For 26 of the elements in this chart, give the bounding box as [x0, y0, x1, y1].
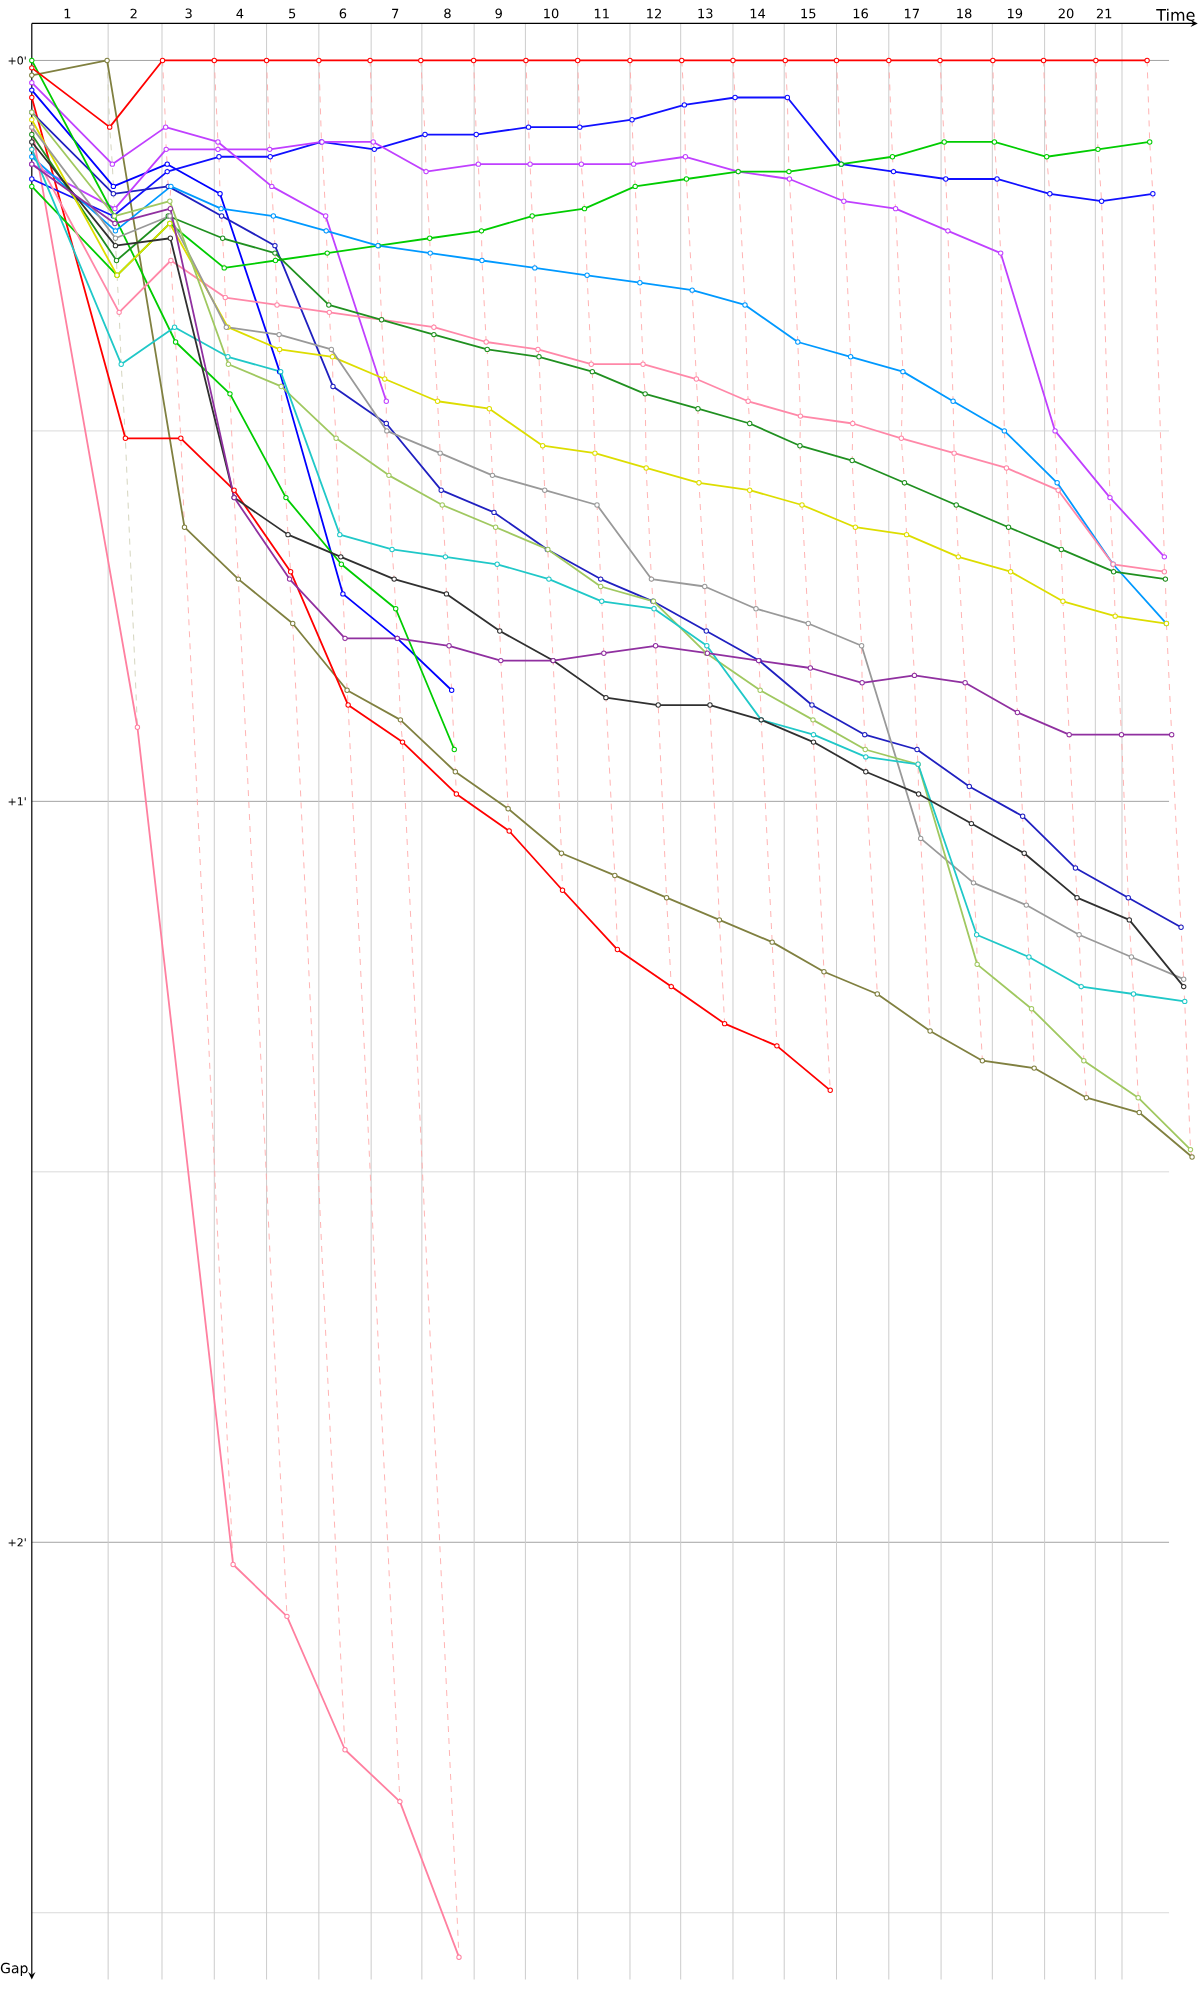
x-tick-label: 21	[1096, 8, 1112, 19]
x-tick-label: 3	[185, 8, 192, 19]
x-tick-label: 19	[1007, 8, 1023, 19]
y-tick-label: +0'	[8, 56, 26, 65]
x-tick-label: 15	[801, 8, 816, 19]
x-tick-label: 7	[392, 8, 399, 19]
x-tick-label: 20	[1058, 8, 1074, 19]
x-tick-label: 1	[64, 8, 71, 19]
x-tick-label: 9	[495, 8, 502, 19]
x-tick-label: 2	[130, 8, 137, 19]
x-tick-label: 18	[957, 8, 972, 19]
x-tick-label: 14	[750, 8, 766, 19]
y-tick-label: +1'	[8, 797, 26, 806]
x-tick-label: 4	[236, 8, 244, 19]
x-tick-label: 12	[647, 8, 661, 19]
x-tick-label: 8	[444, 8, 451, 19]
x-tick-label: 11	[594, 8, 609, 19]
y-tick-label: +2'	[8, 1538, 26, 1547]
x-tick-label: 5	[289, 8, 296, 19]
x-axis-title: Time	[1156, 8, 1195, 21]
x-tick-label: 16	[853, 8, 868, 19]
y-axis-title: Gap	[0, 1962, 28, 1977]
x-tick-label: 13	[698, 8, 713, 19]
x-tick-label: 10	[544, 8, 559, 19]
x-tick-label: 17	[904, 8, 919, 19]
x-tick-label: 6	[339, 8, 347, 19]
